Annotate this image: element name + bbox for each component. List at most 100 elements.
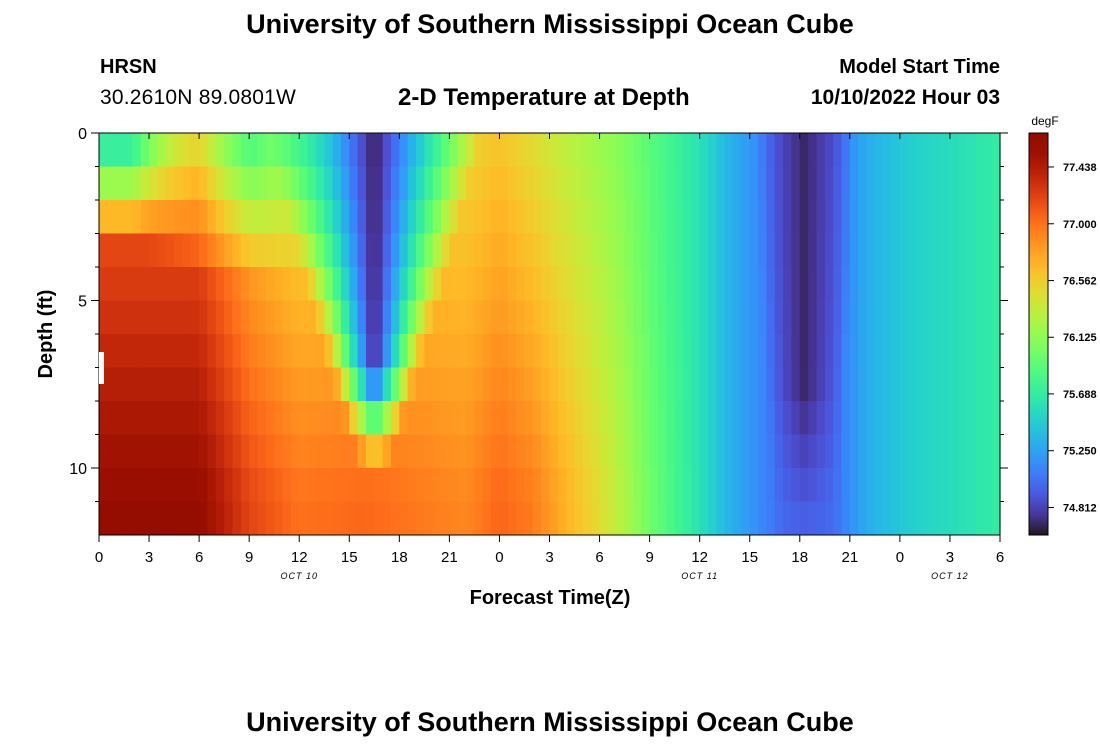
heatmap-cell [207, 367, 217, 402]
heatmap-cell [357, 501, 367, 536]
heatmap-cell [983, 233, 993, 268]
heatmap-cell [632, 501, 642, 536]
heatmap-cell [524, 434, 534, 469]
heatmap-cell [491, 166, 501, 201]
heatmap-cell [591, 133, 601, 167]
heatmap-cell [983, 468, 993, 502]
heatmap-cell [499, 300, 509, 335]
heatmap-cell [516, 200, 526, 234]
heatmap-cell [733, 200, 742, 234]
heatmap-cell [749, 401, 759, 435]
heatmap-cell [424, 501, 434, 536]
heatmap-cell [883, 267, 893, 301]
heatmap-cell [416, 133, 425, 167]
heatmap-cell [991, 200, 1001, 234]
heatmap-cells [99, 133, 1001, 536]
heatmap-cell [357, 166, 367, 201]
heatmap-cell [916, 501, 926, 536]
heatmap-cell [265, 133, 275, 167]
heatmap-cell [841, 468, 851, 502]
heatmap-cell [324, 468, 334, 502]
heatmap-cell [457, 334, 467, 368]
heatmap-cell [199, 233, 209, 268]
heatmap-cell [524, 501, 534, 536]
heatmap-cell [424, 401, 434, 435]
station-name: HRSN [100, 56, 157, 78]
heatmap-cell [349, 334, 359, 368]
heatmap-cell [582, 468, 592, 502]
heatmap-cell [691, 233, 701, 268]
heatmap-cell [574, 468, 584, 502]
heatmap-cell [441, 233, 450, 268]
heatmap-cell [224, 233, 234, 268]
heatmap-cell [924, 367, 934, 402]
heatmap-cell [749, 267, 759, 301]
heatmap-cell [908, 401, 918, 435]
heatmap-cell [591, 434, 601, 469]
heatmap-cell [332, 401, 342, 435]
y-axis: 0 5 10 [69, 126, 1008, 502]
heatmap-cell [290, 200, 300, 234]
heatmap-cell [916, 267, 926, 301]
heatmap-cell [382, 501, 392, 536]
heatmap-cell [849, 133, 859, 167]
heatmap-cell [282, 200, 292, 234]
heatmap-cell [199, 334, 209, 368]
heatmap-cell [574, 501, 584, 536]
heatmap-cell [140, 300, 150, 335]
heatmap-cell [407, 334, 417, 368]
heatmap-cell [466, 300, 476, 335]
heatmap-cell [874, 434, 884, 469]
heatmap-cell [682, 166, 692, 201]
heatmap-cell [257, 300, 267, 335]
heatmap-cell [449, 200, 459, 234]
heatmap-cell [516, 267, 526, 301]
heatmap-cell [249, 401, 259, 435]
heatmap-cell [407, 133, 417, 167]
heatmap-cell [240, 367, 250, 402]
heatmap-cell [824, 300, 834, 335]
heatmap-cell [449, 267, 459, 301]
heatmap-cell [165, 166, 175, 201]
heatmap-cell [182, 367, 192, 402]
heatmap-cell [190, 200, 200, 234]
heatmap-cell [891, 267, 901, 301]
heatmap-cell [307, 200, 317, 234]
heatmap-cell [299, 166, 309, 201]
heatmap-cell [874, 468, 884, 502]
heatmap-cell [983, 133, 993, 167]
heatmap-cell [916, 468, 926, 502]
heatmap-cell [724, 434, 734, 469]
x-tick-label: 0 [495, 549, 503, 566]
heatmap-cell [924, 334, 934, 368]
heatmap-cell [632, 200, 642, 234]
heatmap-cell [924, 300, 934, 335]
heatmap-cell [624, 267, 634, 301]
y-tick-label: 5 [78, 294, 87, 311]
heatmap-cell [249, 267, 259, 301]
heatmap-cell [99, 166, 108, 201]
heatmap-cell [457, 401, 467, 435]
heatmap-cell [632, 166, 642, 201]
heatmap-cell [132, 200, 142, 234]
heatmap-cell [591, 468, 601, 502]
heatmap-cell [457, 300, 467, 335]
heatmap-cell [257, 501, 267, 536]
heatmap-cell [549, 133, 559, 167]
x-tick-label: 12 [691, 549, 708, 566]
heatmap-cell [240, 133, 250, 167]
heatmap-cell [607, 401, 617, 435]
heatmap-cell [974, 468, 984, 502]
heatmap-cell [708, 300, 717, 335]
heatmap-cell [399, 334, 409, 368]
heatmap-cell [532, 267, 542, 301]
heatmap-cell [599, 401, 609, 435]
heatmap-cell [466, 367, 476, 402]
heatmap-cell [591, 334, 601, 368]
heatmap-cell [132, 367, 142, 402]
heatmap-cell [290, 267, 300, 301]
heatmap-cell [457, 468, 467, 502]
heatmap-cell [791, 200, 801, 234]
heatmap-cell [382, 133, 392, 167]
heatmap-cell [432, 334, 442, 368]
